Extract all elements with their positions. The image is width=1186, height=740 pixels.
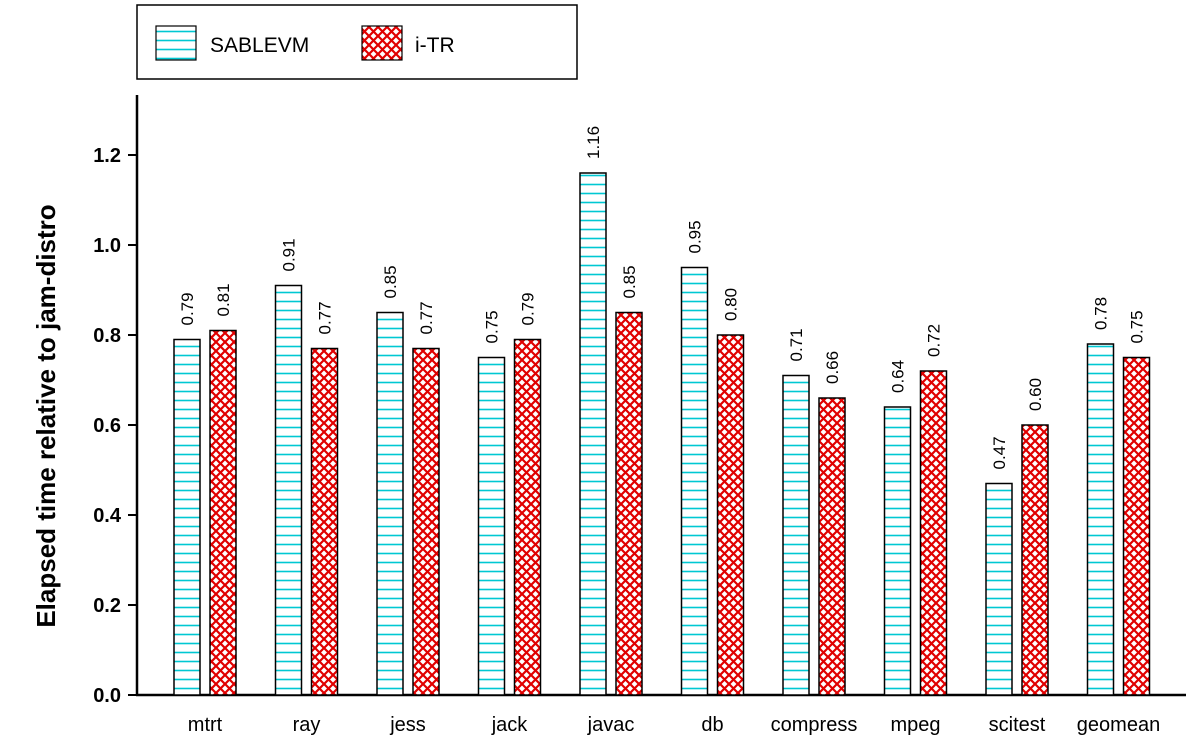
category-label-ray: ray <box>293 714 321 736</box>
value-labels: 0.79 0.81 0.91 0.77 0.85 0.77 0.75 0.79 1.16 0.85… <box>178 126 1147 470</box>
bar-itr-scitest <box>1021 424 1049 696</box>
bar-sablevm-geomean <box>1086 343 1115 696</box>
value-label-itr-compress: 0.66 <box>823 351 842 384</box>
bar-itr-compress <box>818 397 846 696</box>
category-label-scitest: scitest <box>989 714 1046 736</box>
bar-sablevm-ray <box>274 284 303 696</box>
value-label-sablevm-javac: 1.16 <box>584 126 603 159</box>
value-label-sablevm-jess: 0.85 <box>381 265 400 298</box>
y-ticks: 0.0 0.2 0.4 0.6 0.8 1.0 1.2 <box>93 145 137 707</box>
category-label-mtrt: mtrt <box>188 714 223 736</box>
value-label-itr-jess: 0.77 <box>417 301 436 334</box>
value-label-itr-mpeg: 0.72 <box>925 324 944 357</box>
value-label-sablevm-mtrt: 0.79 <box>178 292 197 325</box>
category-label-jess: jess <box>389 714 426 736</box>
value-label-sablevm-db: 0.95 <box>686 220 705 253</box>
value-label-itr-geomean: 0.75 <box>1128 310 1147 343</box>
y-tick-label: 0.4 <box>93 505 122 527</box>
bars <box>173 172 1151 696</box>
y-tick-label: 0.8 <box>93 325 121 347</box>
y-tick-label: 0.2 <box>93 595 121 617</box>
bar-sablevm-compress <box>782 374 810 696</box>
legend-box <box>136 4 578 80</box>
value-label-sablevm-jack: 0.75 <box>483 310 502 343</box>
bar-itr-javac <box>615 311 643 696</box>
y-axis-title: Elapsed time relative to jam-distro <box>31 204 61 627</box>
value-label-sablevm-ray: 0.91 <box>280 238 299 271</box>
value-label-itr-ray: 0.77 <box>316 301 335 334</box>
bar-itr-jack <box>513 338 542 696</box>
value-label-itr-jack: 0.79 <box>519 292 538 325</box>
bar-sablevm-jess <box>376 311 404 696</box>
bar-sablevm-db <box>680 266 709 696</box>
value-label-itr-db: 0.80 <box>722 288 741 321</box>
category-label-geomean: geomean <box>1077 714 1160 736</box>
value-label-itr-mtrt: 0.81 <box>214 283 233 316</box>
value-label-sablevm-mpeg: 0.64 <box>889 360 908 393</box>
legend-label-sablevm: SABLEVM <box>210 34 309 57</box>
bar-itr-mtrt <box>209 329 237 696</box>
bar-itr-ray <box>310 347 339 696</box>
bar-sablevm-mtrt <box>173 338 201 696</box>
bar-itr-db <box>716 334 745 696</box>
y-tick-label: 1.0 <box>93 235 121 257</box>
category-label-compress: compress <box>771 714 858 736</box>
legend-swatch-itr <box>361 25 403 61</box>
legend-swatch-sablevm <box>155 25 197 61</box>
bar-itr-mpeg <box>919 370 948 696</box>
bar-sablevm-scitest <box>985 482 1013 696</box>
y-tick-label: 0.0 <box>93 685 121 707</box>
bar-sablevm-jack <box>477 356 506 696</box>
category-label-mpeg: mpeg <box>890 714 940 736</box>
y-tick-label: 1.2 <box>93 145 121 167</box>
bar-itr-jess <box>412 347 440 696</box>
bar-sablevm-mpeg <box>883 406 912 696</box>
legend-label-itr: i-TR <box>415 34 455 57</box>
bar-sablevm-javac <box>579 172 607 696</box>
y-tick-label: 0.6 <box>93 415 121 437</box>
value-label-sablevm-compress: 0.71 <box>787 328 806 361</box>
category-labels: mtrt ray jess jack javac db compress mpeg scites… <box>188 714 1160 736</box>
value-label-sablevm-geomean: 0.78 <box>1092 297 1111 330</box>
bar-itr-geomean <box>1122 356 1151 696</box>
category-label-javac: javac <box>587 714 635 736</box>
legend: SABLEVM i-TR <box>136 4 578 80</box>
value-label-itr-scitest: 0.60 <box>1026 378 1045 411</box>
value-label-itr-javac: 0.85 <box>620 265 639 298</box>
value-label-sablevm-scitest: 0.47 <box>990 436 1009 469</box>
category-label-jack: jack <box>491 714 529 736</box>
category-label-db: db <box>701 714 723 736</box>
